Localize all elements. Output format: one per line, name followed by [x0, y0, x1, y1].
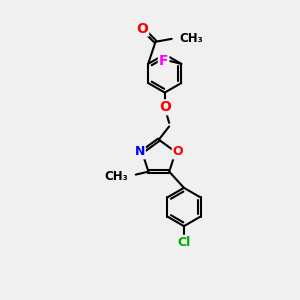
Text: O: O: [173, 146, 183, 158]
Text: F: F: [159, 54, 168, 68]
Text: O: O: [136, 22, 148, 35]
Text: N: N: [134, 146, 145, 158]
Text: CH₃: CH₃: [179, 32, 203, 45]
Text: Cl: Cl: [177, 236, 190, 249]
Text: O: O: [159, 100, 171, 114]
Text: CH₃: CH₃: [104, 169, 128, 183]
